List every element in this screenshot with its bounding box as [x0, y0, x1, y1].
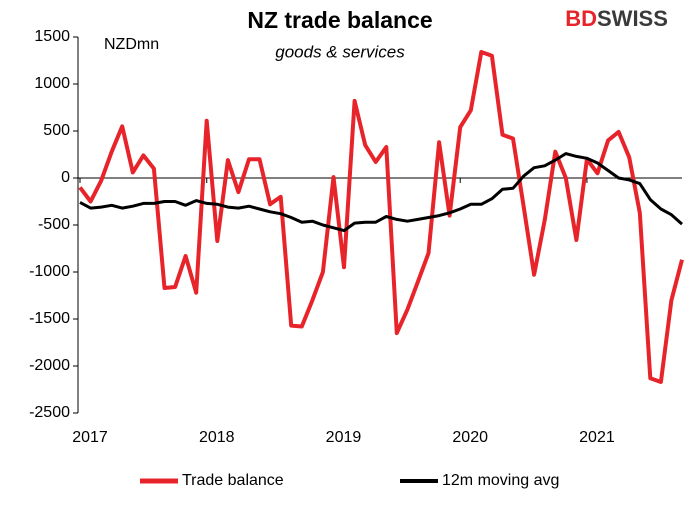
- y-tick-label: -1000: [29, 263, 70, 280]
- y-tick-label: -2500: [29, 404, 70, 421]
- y-tick-label: 1000: [34, 75, 70, 92]
- y-axis-label: NZDmn: [104, 36, 159, 53]
- x-tick-label: 2017: [72, 429, 108, 446]
- y-tick-label: -2000: [29, 357, 70, 374]
- x-tick-label: 2019: [326, 429, 362, 446]
- brand-logo: SWISS: [597, 6, 668, 31]
- line-series: [78, 50, 684, 384]
- legend-label: 12m moving avg: [442, 472, 559, 489]
- chart-subtitle: goods & services: [275, 42, 405, 61]
- y-tick-label: -500: [38, 216, 70, 233]
- chart-title: NZ trade balance: [247, 7, 432, 33]
- brand-logo: BD: [565, 6, 597, 31]
- y-tick-label: 0: [61, 169, 70, 186]
- y-tick-label: 500: [43, 122, 70, 139]
- y-tick-label: 1500: [34, 28, 70, 45]
- y-tick-label: -1500: [29, 310, 70, 327]
- x-tick-label: 2020: [452, 429, 488, 446]
- line-series: [79, 152, 683, 233]
- legend-label: Trade balance: [182, 472, 284, 489]
- x-tick-label: 2021: [579, 429, 615, 446]
- x-tick-label: 2018: [199, 429, 235, 446]
